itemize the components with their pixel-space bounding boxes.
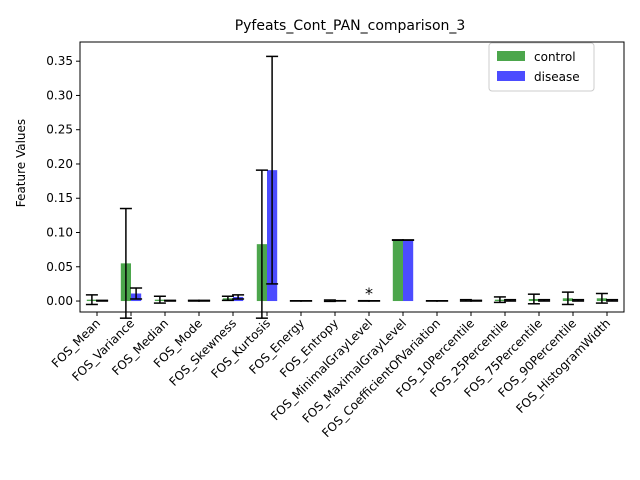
error-bar-control-14: [561, 291, 574, 306]
y-tick-label-3: 0.15: [46, 191, 73, 205]
error-bar-control-12: [493, 296, 506, 304]
error-bar-control-13: [527, 293, 540, 305]
y-axis-label: Feature Values: [14, 119, 28, 207]
error-bar-disease-14: [572, 298, 585, 302]
legend-label-control: control: [534, 50, 576, 64]
plot-area: *: [85, 55, 619, 319]
y-tick-label-6: 0.30: [46, 88, 73, 102]
y-tick-label-5: 0.25: [46, 123, 73, 137]
error-bar-disease-11: [470, 299, 483, 302]
legend-label-disease: disease: [534, 70, 580, 84]
chart-title: Pyfeats_Cont_PAN_comparison_3: [235, 18, 466, 34]
error-bar-control-1: [119, 207, 132, 319]
axes-frame: [79, 41, 625, 313]
y-tick-label-1: 0.05: [46, 260, 73, 274]
error-bar-disease-12: [504, 298, 517, 302]
legend-swatch-control: [497, 51, 525, 61]
error-bar-control-11: [459, 298, 472, 302]
y-tick-label-0: 0.00: [46, 294, 73, 308]
error-bar-control-7: [323, 299, 336, 303]
error-bar-disease-2: [164, 299, 177, 302]
y-tick-label-4: 0.20: [46, 157, 73, 171]
error-bar-disease-1: [130, 287, 143, 300]
y-tick-label-2: 0.10: [46, 226, 73, 240]
error-bar-control-0: [85, 294, 98, 306]
error-bar-disease-5: [266, 55, 279, 285]
error-bar-disease-13: [538, 298, 551, 302]
axes: 0.000.050.100.150.200.250.300.35FOS_Mean…: [46, 41, 625, 440]
error-bar-disease-15: [606, 298, 619, 302]
error-bar-control-5: [255, 169, 268, 319]
error-bar-control-4: [221, 295, 234, 302]
error-bar-control-2: [153, 295, 166, 304]
y-tick-label-7: 0.35: [46, 54, 73, 68]
bar-disease-9: [403, 240, 414, 302]
bar-control-9: [392, 240, 403, 302]
error-bar-disease-4: [232, 294, 245, 300]
error-bar-disease-0: [96, 299, 109, 302]
x-tick-label-5: FOS_Kurtosis: [208, 316, 273, 381]
legend-swatch-disease: [497, 71, 525, 81]
error-bar-disease-3: [198, 299, 211, 302]
error-bar-control-15: [595, 292, 608, 304]
legend: control disease: [488, 42, 595, 92]
error-bar-control-3: [187, 299, 200, 302]
annotation-0: *: [365, 284, 373, 303]
